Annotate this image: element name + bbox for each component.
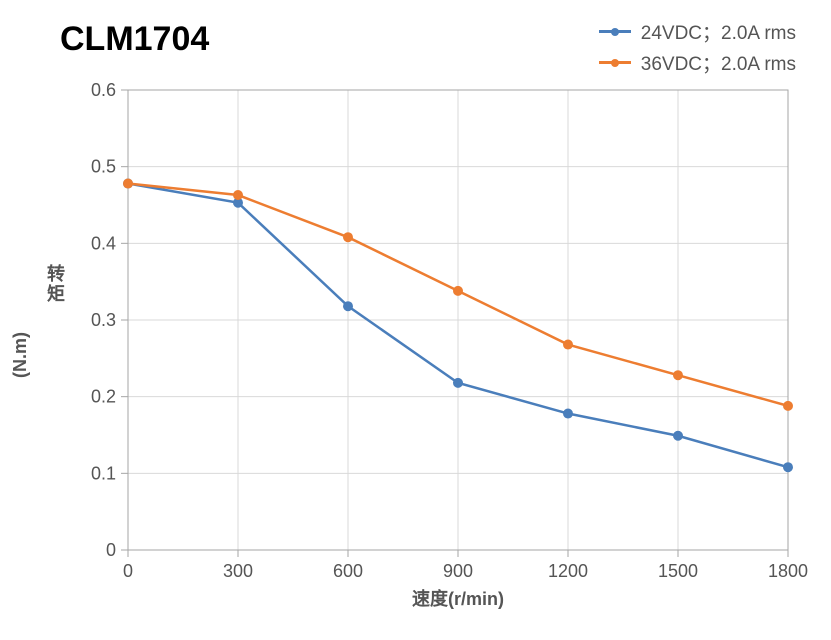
x-tick-label: 0 [123, 561, 133, 581]
series-marker-0 [454, 378, 463, 387]
series-marker-1 [234, 191, 243, 200]
y-tick-label: 0.2 [91, 387, 116, 407]
y-tick-label: 0.5 [91, 157, 116, 177]
y-tick-label: 0.3 [91, 310, 116, 330]
x-tick-label: 1800 [768, 561, 808, 581]
chart-plot: 0 300 600 900 1200 1500 1800 0 0.1 0.2 0.3 0.4 0.5 0.… [0, 0, 831, 640]
x-axis-label: 速度(r/min) [412, 588, 504, 609]
x-tick-label: 1500 [658, 561, 698, 581]
y-tick-label: 0.6 [91, 80, 116, 100]
series-marker-0 [674, 431, 683, 440]
series-marker-1 [344, 233, 353, 242]
x-tick-label: 300 [223, 561, 253, 581]
y-axis-unit: (N.m) [10, 332, 30, 378]
y-axis-label: 转矩 [47, 263, 65, 304]
series-marker-0 [564, 409, 573, 418]
series-marker-1 [674, 371, 683, 380]
series-marker-1 [124, 179, 133, 188]
x-tick-label: 1200 [548, 561, 588, 581]
y-tick-label: 0 [106, 540, 116, 560]
series-marker-1 [454, 286, 463, 295]
x-tick-label: 900 [443, 561, 473, 581]
series-marker-1 [564, 340, 573, 349]
y-tick-label: 0.4 [91, 233, 116, 253]
series-marker-1 [784, 401, 793, 410]
x-tick-label: 600 [333, 561, 363, 581]
series-marker-0 [784, 463, 793, 472]
y-tick-label: 0.1 [91, 463, 116, 483]
series-marker-0 [344, 302, 353, 311]
